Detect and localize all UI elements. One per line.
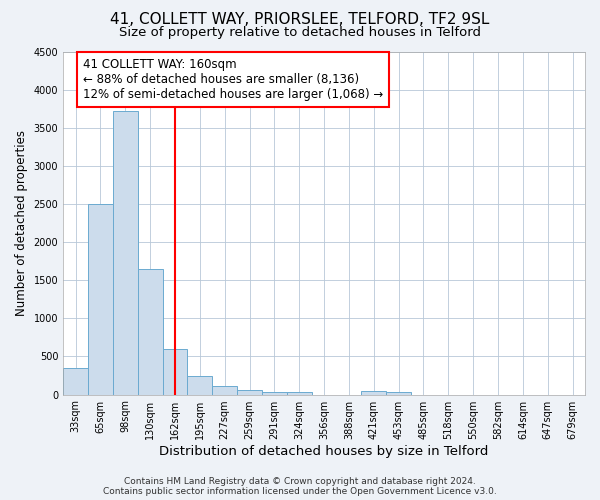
Bar bbox=[113, 111, 138, 395]
Bar bbox=[138, 269, 163, 394]
Bar bbox=[63, 368, 88, 394]
Text: Contains HM Land Registry data © Crown copyright and database right 2024.
Contai: Contains HM Land Registry data © Crown c… bbox=[103, 476, 497, 496]
Text: 41 COLLETT WAY: 160sqm
← 88% of detached houses are smaller (8,136)
12% of semi-: 41 COLLETT WAY: 160sqm ← 88% of detached… bbox=[83, 58, 383, 100]
Bar bbox=[163, 349, 187, 395]
Bar bbox=[361, 391, 386, 394]
Text: 41, COLLETT WAY, PRIORSLEE, TELFORD, TF2 9SL: 41, COLLETT WAY, PRIORSLEE, TELFORD, TF2… bbox=[110, 12, 490, 28]
Bar bbox=[262, 392, 287, 394]
Bar bbox=[237, 390, 262, 394]
Y-axis label: Number of detached properties: Number of detached properties bbox=[15, 130, 28, 316]
Bar bbox=[386, 392, 411, 394]
Bar bbox=[212, 386, 237, 394]
Bar bbox=[287, 392, 311, 394]
Bar bbox=[187, 376, 212, 394]
Text: Size of property relative to detached houses in Telford: Size of property relative to detached ho… bbox=[119, 26, 481, 39]
X-axis label: Distribution of detached houses by size in Telford: Distribution of detached houses by size … bbox=[160, 444, 489, 458]
Bar bbox=[88, 204, 113, 394]
